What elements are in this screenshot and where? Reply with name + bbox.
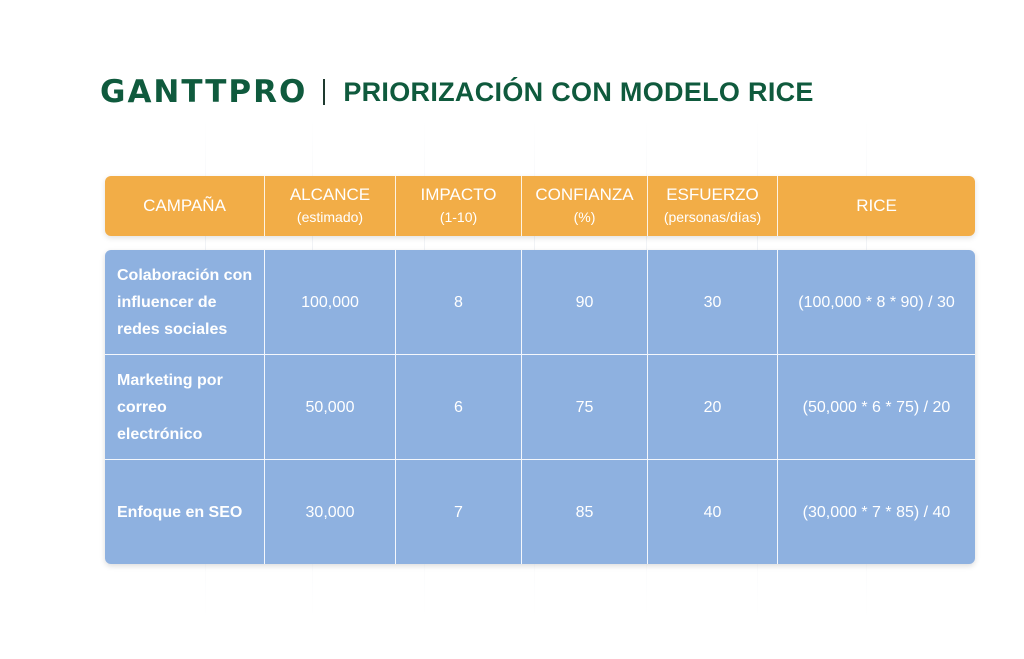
cell-confidence: 75 — [522, 355, 648, 459]
cell-rice: (30,000 * 7 * 85) / 40 — [802, 503, 951, 521]
table-header: CAMPAÑA ALCANCE (estimado) IMPACTO (1-10… — [105, 176, 975, 236]
table-row: Colaboración con influencer de redes soc… — [105, 250, 975, 355]
column-header-label: RICE — [856, 196, 897, 215]
column-header-campaign: CAMPAÑA — [105, 176, 265, 236]
cell-campaign: Marketing por correo electrónico — [105, 355, 265, 459]
column-header-label: IMPACTO — [420, 185, 497, 204]
column-header-sublabel: (1-10) — [439, 209, 478, 225]
column-header-sublabel: (estimado) — [296, 209, 364, 225]
cell-campaign: Colaboración con influencer de redes soc… — [105, 250, 265, 354]
column-header-sublabel: (%) — [573, 209, 596, 225]
cell-confidence: 90 — [522, 250, 648, 354]
rice-table: CAMPAÑA ALCANCE (estimado) IMPACTO (1-10… — [105, 176, 975, 564]
column-header-label: CONFIANZA — [535, 185, 634, 204]
cell-impact: 6 — [396, 355, 522, 459]
table-row: Enfoque en SEO 30,000 7 85 40 (30,000 * … — [105, 460, 975, 564]
cell-rice: (50,000 * 6 * 75) / 20 — [802, 398, 951, 416]
column-header-impact: IMPACTO (1-10) — [396, 176, 522, 236]
column-header-effort: ESFUERZO (personas/días) — [648, 176, 778, 236]
column-header-confidence: CONFIANZA (%) — [522, 176, 648, 236]
cell-reach: 50,000 — [265, 355, 396, 459]
column-header-label: ESFUERZO — [666, 185, 759, 204]
column-header-label: ALCANCE — [289, 185, 371, 204]
header-divider — [323, 79, 326, 105]
table-row: Marketing por correo electrónico 50,000 … — [105, 355, 975, 460]
cell-effort: 40 — [648, 460, 778, 564]
cell-rice: (100,000 * 8 * 90) / 30 — [798, 293, 955, 311]
cell-effort: 30 — [648, 250, 778, 354]
page-title: PRIORIZACIÓN CON MODELO RICE — [343, 76, 814, 107]
column-header-reach: ALCANCE (estimado) — [265, 176, 396, 236]
column-header-rice: RICE — [778, 176, 975, 236]
page-header: GANTTPRO PRIORIZACIÓN CON MODELO RICE — [100, 72, 814, 112]
column-header-sublabel: (personas/días) — [663, 209, 762, 225]
cell-effort: 20 — [648, 355, 778, 459]
cell-confidence: 85 — [522, 460, 648, 564]
cell-impact: 7 — [396, 460, 522, 564]
cell-impact: 8 — [396, 250, 522, 354]
table-body: Colaboración con influencer de redes soc… — [105, 250, 975, 564]
cell-reach: 100,000 — [265, 250, 396, 354]
ganttpro-logo: GANTTPRO — [100, 73, 308, 110]
cell-campaign: Enfoque en SEO — [105, 460, 265, 564]
column-header-label: CAMPAÑA — [143, 196, 226, 215]
cell-reach: 30,000 — [265, 460, 396, 564]
